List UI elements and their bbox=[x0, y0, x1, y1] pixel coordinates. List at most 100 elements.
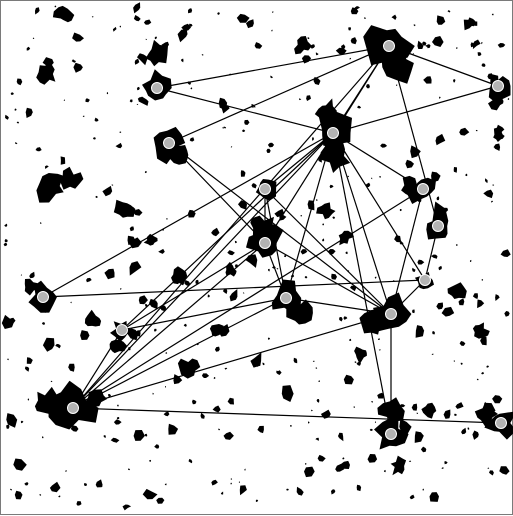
blob-310 bbox=[145, 38, 147, 41]
blob-184 bbox=[477, 52, 482, 56]
node-n16 bbox=[385, 428, 397, 440]
blob-251 bbox=[133, 15, 141, 22]
blob-435 bbox=[417, 259, 425, 265]
blob-437 bbox=[181, 58, 184, 63]
node-n9 bbox=[385, 308, 397, 320]
blob-430 bbox=[161, 41, 169, 48]
blob-171 bbox=[447, 10, 451, 13]
blob-86 bbox=[122, 504, 132, 511]
blob-198 bbox=[32, 37, 35, 39]
blob-145 bbox=[429, 492, 439, 502]
blob-179 bbox=[395, 64, 402, 71]
blob-414 bbox=[44, 311, 46, 313]
blob-257 bbox=[42, 57, 54, 67]
edge-layer bbox=[42, 45, 502, 435]
blob-290 bbox=[335, 47, 347, 55]
blob-274 bbox=[443, 409, 451, 419]
blob-263 bbox=[5, 114, 9, 120]
blob-131 bbox=[4, 223, 8, 227]
blob-334 bbox=[158, 248, 165, 254]
edge-n3-n15 bbox=[42, 132, 334, 298]
blob-451 bbox=[166, 218, 168, 220]
blob-258 bbox=[492, 395, 503, 404]
blob-371 bbox=[120, 288, 122, 290]
blob-473 bbox=[413, 24, 416, 27]
blob-218 bbox=[356, 361, 361, 366]
blob-205 bbox=[177, 29, 188, 43]
node-n4 bbox=[151, 82, 163, 94]
blob-308 bbox=[300, 249, 308, 255]
blob-440 bbox=[111, 184, 114, 186]
blob-157 bbox=[423, 76, 432, 84]
blob-349 bbox=[495, 294, 500, 301]
blob-356 bbox=[163, 83, 166, 85]
blob-264 bbox=[44, 165, 49, 169]
blob-237 bbox=[24, 482, 29, 486]
blob-374 bbox=[301, 55, 312, 64]
blob-124 bbox=[183, 323, 187, 327]
blob-392 bbox=[350, 285, 357, 292]
blob-186 bbox=[102, 185, 113, 197]
blob-418 bbox=[92, 137, 96, 140]
blob-272 bbox=[35, 7, 40, 15]
blob-38 bbox=[113, 199, 136, 218]
edge-n9-n11 bbox=[390, 188, 424, 315]
blob-243 bbox=[374, 421, 376, 423]
blob-112 bbox=[223, 431, 234, 440]
blob-165 bbox=[218, 428, 221, 431]
edge-n3-n9 bbox=[332, 132, 392, 315]
edge-n3-n16 bbox=[332, 132, 392, 435]
blob-175 bbox=[455, 244, 458, 246]
blob-452 bbox=[238, 481, 240, 483]
blob-315 bbox=[436, 196, 440, 201]
blob-81 bbox=[492, 184, 495, 186]
blob-41 bbox=[447, 282, 467, 299]
blob-216 bbox=[481, 371, 484, 375]
blob-340 bbox=[173, 429, 176, 432]
blob-193 bbox=[142, 488, 158, 500]
blob-444 bbox=[439, 96, 441, 99]
blob-373 bbox=[453, 79, 456, 82]
blob-449 bbox=[29, 271, 35, 279]
edge-n14-n15 bbox=[42, 279, 426, 298]
blob-359 bbox=[13, 458, 27, 471]
blob-339 bbox=[46, 188, 48, 190]
blob-471 bbox=[336, 166, 339, 169]
blob-343 bbox=[431, 171, 441, 183]
edge-n8-n12 bbox=[72, 297, 287, 409]
blob-369 bbox=[184, 280, 191, 286]
edge-n5-n9 bbox=[168, 142, 392, 315]
blob-141 bbox=[164, 483, 167, 486]
blob-387 bbox=[335, 463, 345, 472]
edge-n3-n7 bbox=[264, 132, 334, 190]
blob-172 bbox=[257, 425, 264, 434]
blob-176 bbox=[342, 457, 345, 460]
blob-130 bbox=[212, 405, 221, 413]
blob-88 bbox=[383, 469, 386, 473]
blob-144 bbox=[82, 115, 85, 118]
blob-352 bbox=[416, 412, 419, 414]
blob-401 bbox=[370, 401, 373, 403]
blob-286 bbox=[388, 61, 392, 64]
blob-208 bbox=[472, 430, 479, 440]
blob-306 bbox=[267, 337, 271, 340]
blob-381 bbox=[499, 466, 510, 475]
node-n2 bbox=[492, 80, 504, 92]
blob-446 bbox=[491, 200, 494, 203]
blob-390 bbox=[143, 19, 152, 25]
blob-65 bbox=[312, 137, 314, 141]
blob-354 bbox=[128, 468, 131, 471]
blob-137 bbox=[153, 328, 157, 332]
blob-56 bbox=[357, 105, 362, 109]
blob-173 bbox=[20, 274, 22, 276]
blob-425 bbox=[6, 424, 10, 429]
node-n15 bbox=[37, 291, 49, 303]
blob-164 bbox=[104, 268, 115, 280]
blob-397 bbox=[245, 254, 258, 268]
blob-155 bbox=[149, 459, 152, 462]
blob-248 bbox=[222, 126, 224, 129]
blob-127 bbox=[133, 430, 145, 441]
blob-94 bbox=[366, 84, 370, 89]
blob-294 bbox=[487, 467, 490, 469]
blob-421 bbox=[415, 325, 425, 338]
